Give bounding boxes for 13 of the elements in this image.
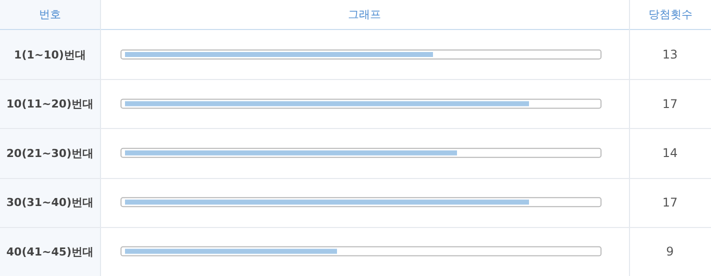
data-label: 17	[662, 195, 678, 210]
data-label: 13	[662, 48, 678, 62]
data-label: 14	[662, 146, 678, 160]
x-axis-title: 그래프	[347, 7, 382, 22]
y-tick-label: 10(11~20)번대	[6, 98, 94, 111]
y-tick-label: 30(31~40)번대	[6, 196, 94, 210]
data-label: 9	[666, 244, 674, 258]
y-tick-label: 20(21~30)번대	[6, 146, 94, 160]
y-tick-label: 40(41~45)번대	[6, 245, 94, 258]
data-label: 17	[662, 96, 678, 111]
text: 당첨횟수	[648, 7, 694, 22]
y-axis-title: 번호	[38, 7, 62, 22]
y-tick-label: 1(1~10)번대	[14, 48, 86, 62]
